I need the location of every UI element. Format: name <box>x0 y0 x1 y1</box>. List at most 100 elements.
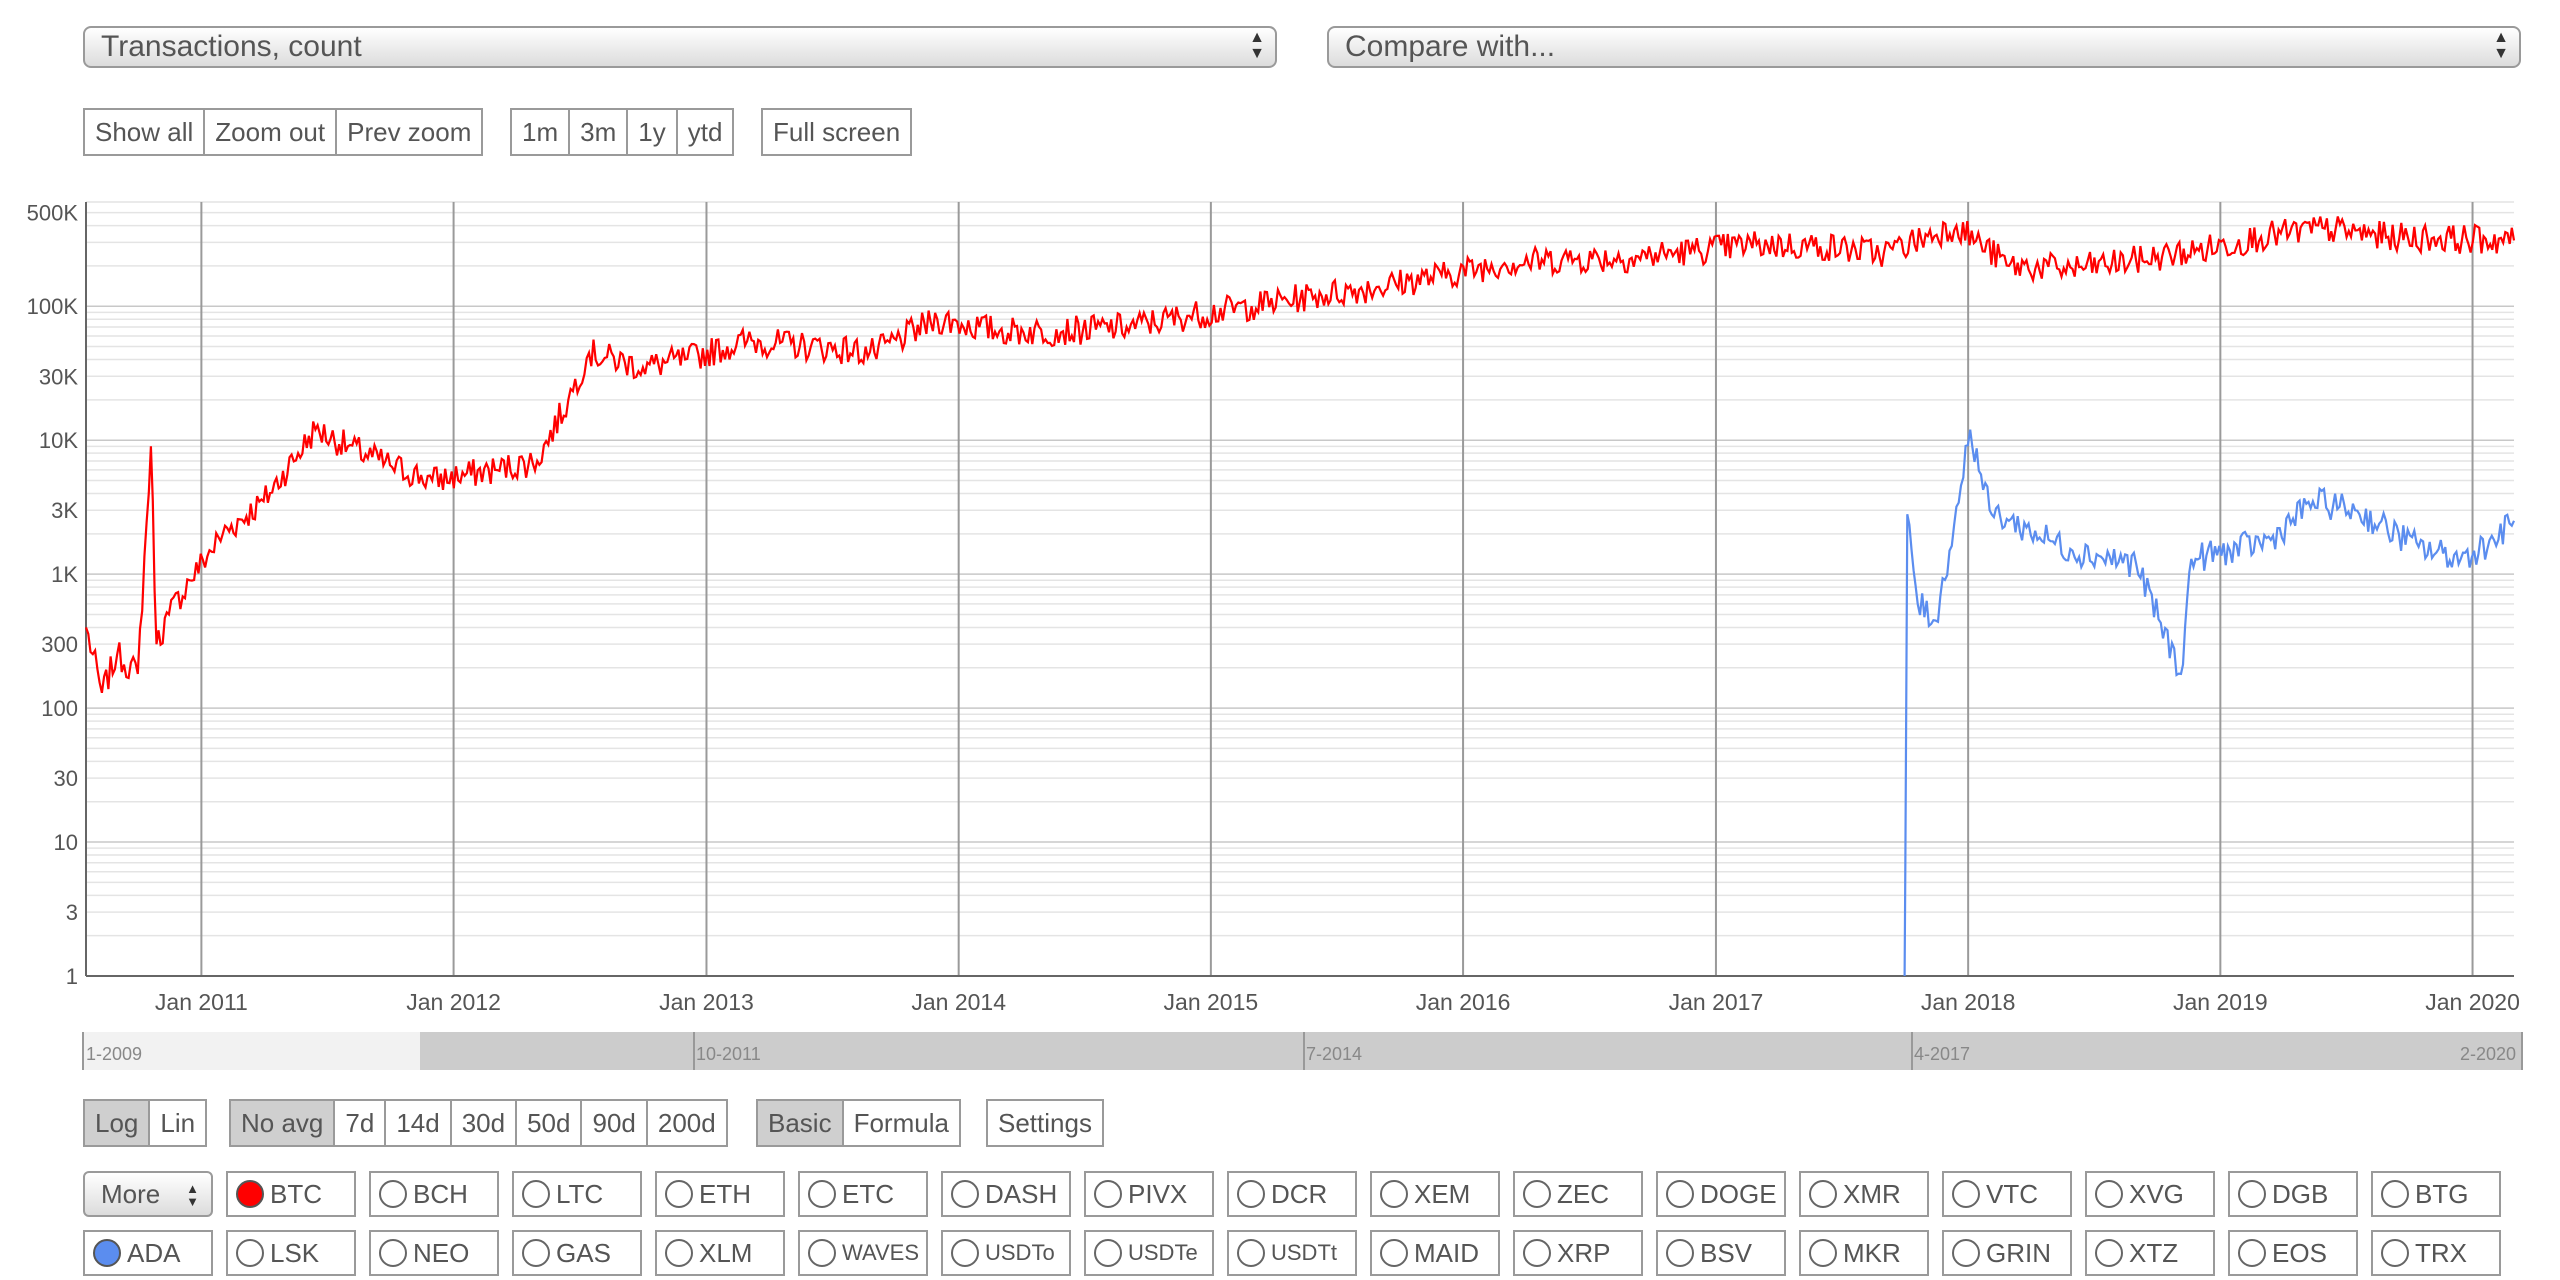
coin-toggle-dash[interactable]: DASH <box>941 1171 1071 1217</box>
average-controls: No avg 7d 14d 30d 50d 90d 200d <box>229 1099 728 1147</box>
more-select[interactable]: More ▲ ▼ <box>83 1171 213 1217</box>
radio-icon <box>808 1180 836 1208</box>
x-tick-label: Jan 2016 <box>1416 989 1511 1015</box>
radio-icon <box>808 1239 836 1267</box>
radio-icon <box>951 1239 979 1267</box>
zoom-show-all-button[interactable]: Show all <box>85 110 206 154</box>
series-line-btc <box>84 216 2516 694</box>
navigator-label: 7-2014 <box>1306 1044 1362 1064</box>
range-1m-button[interactable]: 1m <box>512 110 571 154</box>
coin-toggle-etc[interactable]: ETC <box>798 1171 928 1217</box>
avg-30d-button[interactable]: 30d <box>451 1101 518 1145</box>
scale-controls: Log Lin <box>83 1099 208 1147</box>
coin-label: NEO <box>413 1237 470 1268</box>
y-tick-label: 100 <box>41 696 78 721</box>
coin-toggle-dcr[interactable]: DCR <box>1227 1171 1357 1217</box>
coin-toggle-lsk[interactable]: LSK <box>226 1230 356 1276</box>
coin-toggle-xvg[interactable]: XVG <box>2085 1171 2215 1217</box>
y-tick-label: 1 <box>66 964 78 989</box>
coin-label: LSK <box>270 1237 320 1268</box>
coin-toggle-usdtt[interactable]: USDTt <box>1227 1230 1357 1276</box>
coin-toggle-xmr[interactable]: XMR <box>1799 1171 1929 1217</box>
zoom-prev-zoom-button[interactable]: Prev zoom <box>337 110 482 154</box>
mode-controls: Basic Formula <box>756 1099 961 1147</box>
radio-icon <box>2238 1180 2266 1208</box>
x-axis: Jan 2011 Jan 2012 Jan 2013 Jan 2014 Jan 2015… <box>86 975 2520 1015</box>
coin-label: LTC <box>556 1178 604 1209</box>
coin-label: ADA <box>127 1237 181 1268</box>
mode-basic-button[interactable]: Basic <box>758 1101 844 1145</box>
select-arrows-icon: ▲ ▼ <box>1249 29 1265 62</box>
coin-toggle-grin[interactable]: GRIN <box>1942 1230 2072 1276</box>
x-tick-label: Jan 2020 <box>2425 989 2520 1015</box>
range-ytd-button[interactable]: ytd <box>677 110 733 154</box>
x-tick-label: Jan 2014 <box>911 989 1006 1015</box>
coin-toggle-gas[interactable]: GAS <box>512 1230 642 1276</box>
coin-toggle-vtc[interactable]: VTC <box>1942 1171 2072 1217</box>
transactions-chart[interactable]: Jan 2011 Jan 2012 Jan 2013 Jan 2014 Jan 2015… <box>0 190 2560 1100</box>
scale-lin-button[interactable]: Lin <box>150 1101 206 1145</box>
coin-label: USDTo <box>985 1240 1055 1265</box>
coin-toggle-maid[interactable]: MAID <box>1370 1230 1500 1276</box>
coin-label: XTZ <box>2129 1237 2179 1268</box>
avg-90d-button[interactable]: 90d <box>582 1101 648 1145</box>
coin-toggle-waves[interactable]: WAVES <box>798 1230 928 1276</box>
coin-toggle-eos[interactable]: EOS <box>2228 1230 2358 1276</box>
coin-toggle-xrp[interactable]: XRP <box>1513 1230 1643 1276</box>
coin-label: BSV <box>1700 1237 1753 1268</box>
fullscreen-button[interactable]: Full screen <box>763 110 911 154</box>
avg-200d-button[interactable]: 200d <box>647 1101 726 1145</box>
scale-log-button[interactable]: Log <box>85 1101 151 1145</box>
coin-toggle-xem[interactable]: XEM <box>1370 1171 1500 1217</box>
range-1y-button[interactable]: 1y <box>628 110 678 154</box>
mode-formula-button[interactable]: Formula <box>843 1101 959 1145</box>
radio-icon <box>1237 1239 1265 1267</box>
coin-toggle-bch[interactable]: BCH <box>369 1171 499 1217</box>
coin-toggle-usdte[interactable]: USDTe <box>1084 1230 1214 1276</box>
y-tick-label: 3 <box>66 900 78 925</box>
avg-no-avg-button[interactable]: No avg <box>231 1101 336 1145</box>
x-tick-label: Jan 2018 <box>1921 989 2016 1015</box>
coin-toggle-eth[interactable]: ETH <box>655 1171 785 1217</box>
avg-7d-button[interactable]: 7d <box>335 1101 387 1145</box>
coin-toggle-btc[interactable]: BTC <box>226 1171 356 1217</box>
avg-50d-button[interactable]: 50d <box>517 1101 583 1145</box>
coin-toggle-mkr[interactable]: MKR <box>1799 1230 1929 1276</box>
range-3m-button[interactable]: 3m <box>570 110 629 154</box>
radio-icon <box>1380 1239 1408 1267</box>
radio-icon <box>1809 1239 1837 1267</box>
settings-button[interactable]: Settings <box>988 1101 1102 1145</box>
coin-toggle-btg[interactable]: BTG <box>2371 1171 2501 1217</box>
coin-toggle-neo[interactable]: NEO <box>369 1230 499 1276</box>
avg-14d-button[interactable]: 14d <box>386 1101 452 1145</box>
coin-toggle-bsv[interactable]: BSV <box>1656 1230 1786 1276</box>
coin-toggle-doge[interactable]: DOGE <box>1656 1171 1786 1217</box>
y-axis: 1 3 10 30 100 300 1K 3K 10K 30K 100K 500K <box>27 201 87 989</box>
radio-icon <box>1952 1239 1980 1267</box>
fullscreen-group: Full screen <box>761 108 913 156</box>
radio-icon <box>1666 1180 1694 1208</box>
coin-toggle-xlm[interactable]: XLM <box>655 1230 785 1276</box>
radio-icon <box>665 1180 693 1208</box>
coin-toggle-zec[interactable]: ZEC <box>1513 1171 1643 1217</box>
compare-select[interactable]: Compare with... ▲ ▼ <box>1327 26 2521 68</box>
select-arrows-icon: ▲ ▼ <box>186 1181 199 1209</box>
coin-toggle-dgb[interactable]: DGB <box>2228 1171 2358 1217</box>
x-tick-label: Jan 2012 <box>406 989 501 1015</box>
radio-icon <box>951 1180 979 1208</box>
zoom-zoom-out-button[interactable]: Zoom out <box>205 110 338 154</box>
radio-icon <box>2381 1180 2409 1208</box>
coin-label: GAS <box>556 1237 611 1268</box>
coin-toggle-usdto[interactable]: USDTo <box>941 1230 1071 1276</box>
x-tick-label: Jan 2011 <box>155 989 248 1015</box>
coin-label: WAVES <box>842 1240 920 1265</box>
coin-toggle-ada[interactable]: ADA <box>83 1230 213 1276</box>
metric-select[interactable]: Transactions, count ▲ ▼ <box>83 26 1277 68</box>
coin-toggle-ltc[interactable]: LTC <box>512 1171 642 1217</box>
y-tick-label: 100K <box>27 294 79 319</box>
coin-label: ZEC <box>1557 1178 1609 1209</box>
coin-toggle-pivx[interactable]: PIVX <box>1084 1171 1214 1217</box>
coin-toggle-trx[interactable]: TRX <box>2371 1230 2501 1276</box>
coin-label: XMR <box>1843 1178 1901 1209</box>
coin-toggle-xtz[interactable]: XTZ <box>2085 1230 2215 1276</box>
